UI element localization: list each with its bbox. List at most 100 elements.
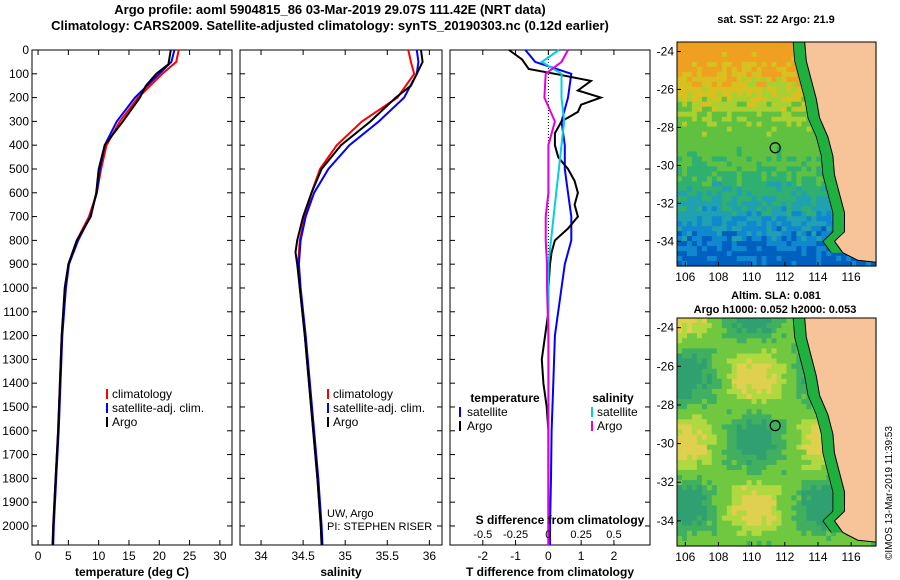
lat-tick-label: -32 [657, 475, 675, 489]
map-cell [687, 338, 693, 344]
map-cell [816, 470, 822, 476]
map-cell [731, 141, 738, 148]
map-cell [761, 52, 768, 58]
map-cell [696, 171, 703, 177]
map-cell [741, 96, 748, 103]
map-cell [771, 419, 778, 425]
map-cell [791, 505, 797, 512]
map-cell [691, 444, 698, 451]
map-cell [746, 464, 753, 471]
map-cell [682, 470, 688, 476]
map-cell [796, 505, 802, 512]
map-cell [811, 409, 817, 415]
map-cell [682, 419, 688, 425]
map-cell [771, 495, 778, 501]
map-cell [696, 358, 703, 365]
map-cell [696, 66, 703, 73]
map-cell [756, 116, 763, 123]
map-cell [796, 246, 802, 252]
map-cell [696, 464, 703, 471]
map-cell [716, 500, 723, 507]
map-cell [706, 480, 713, 486]
y-tick-label: 1300 [2, 352, 29, 366]
map-cell [756, 485, 763, 491]
map-cell [711, 515, 718, 522]
map-cell [766, 444, 773, 451]
map-cell [781, 201, 788, 207]
map-cell [801, 106, 807, 113]
map-cell [682, 338, 688, 344]
map-cell [711, 256, 718, 262]
map-cell [756, 131, 763, 138]
map-cell [706, 136, 713, 143]
map-cell [781, 256, 788, 262]
map-cell [801, 485, 807, 491]
map-cell [696, 201, 703, 207]
map-cell [677, 373, 683, 380]
lat-tick-label: -26 [657, 359, 675, 373]
map-cell [786, 409, 793, 415]
map-cell [706, 161, 713, 168]
map-cell [706, 470, 713, 476]
map-cell [726, 434, 733, 441]
map-cell [721, 530, 728, 537]
map-cell [731, 318, 738, 324]
map-cell [771, 191, 778, 197]
map-cell [687, 515, 693, 522]
map-cell [706, 156, 713, 163]
pi-annotation-line2: PI: STEPHEN RISER [327, 521, 432, 533]
map-cell [766, 470, 773, 476]
map-cell [701, 520, 708, 527]
map-cell [816, 251, 822, 257]
map-cell [731, 81, 738, 88]
map-cell [691, 141, 698, 148]
map-cell [786, 161, 793, 168]
map-cell [746, 363, 753, 370]
map-cell [771, 106, 778, 113]
map-cell [706, 96, 713, 103]
map-cell [791, 146, 797, 153]
map-cell [761, 338, 768, 344]
map-cell [781, 221, 788, 227]
map-cell [701, 196, 708, 202]
map-cell [821, 246, 827, 252]
map-cell [726, 399, 733, 405]
map-cell [736, 42, 743, 48]
map-cell [761, 201, 768, 207]
map-cell [776, 156, 783, 163]
map-cell [806, 419, 812, 425]
map-cell [826, 505, 832, 512]
map-cell [751, 485, 758, 491]
map-cell [696, 181, 703, 187]
map-cell [801, 464, 807, 471]
map-cell [776, 535, 783, 542]
map-cell [706, 141, 713, 148]
map-cell [781, 231, 788, 237]
map-cell [796, 404, 802, 410]
map-cell [776, 196, 783, 202]
lat-tick-label: -24 [657, 321, 675, 335]
map-cell [716, 454, 723, 461]
map-cell [677, 419, 683, 425]
map-cell [687, 256, 693, 262]
map-cell [716, 464, 723, 471]
map-cell [766, 404, 773, 410]
map-cell [682, 363, 688, 370]
map-cell [781, 383, 788, 390]
map-cell [796, 166, 802, 172]
map-cell [756, 439, 763, 446]
map-cell [741, 206, 748, 212]
map-cell [741, 480, 748, 486]
map-cell [786, 343, 793, 349]
map-cell [701, 530, 708, 537]
map-cell [816, 540, 822, 547]
map-cell [741, 540, 748, 547]
map-cell [696, 338, 703, 344]
map-cell [687, 540, 693, 547]
map-cell [766, 116, 773, 123]
map-cell [716, 373, 723, 380]
map-cell [766, 353, 773, 360]
map-cell [741, 383, 748, 390]
map-cell [751, 71, 758, 78]
map-cell [786, 348, 793, 355]
